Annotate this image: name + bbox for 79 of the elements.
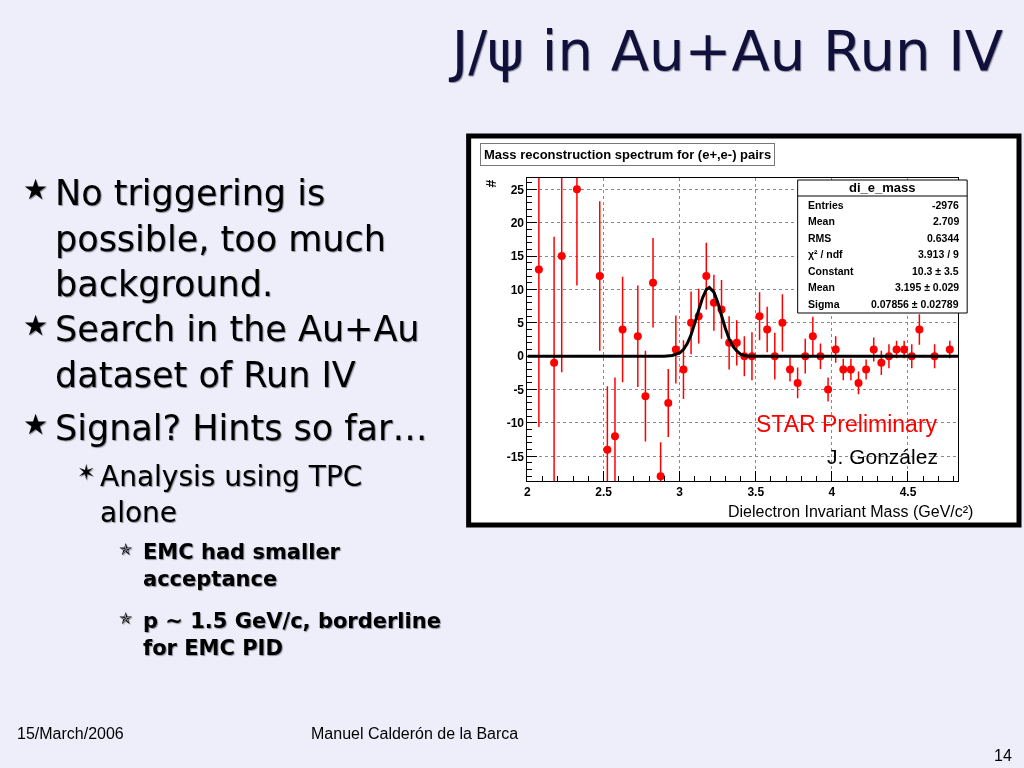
- x-tick-label: 4: [828, 485, 836, 500]
- point: [595, 272, 604, 281]
- x-tick-label: 4.5: [899, 485, 917, 500]
- point: [603, 445, 612, 454]
- point: [900, 345, 909, 354]
- point: [824, 385, 833, 394]
- point: [786, 365, 795, 374]
- point: [649, 278, 658, 287]
- y-tick-label: 0: [517, 349, 525, 364]
- chart-subtitle: Mass reconstruction spectrum for (e+,e-) pairs: [484, 147, 772, 162]
- y-tick-label: -10: [506, 416, 525, 431]
- point: [610, 432, 619, 441]
- point: [846, 365, 855, 374]
- point: [763, 325, 772, 334]
- y-tick-label: 10: [510, 282, 525, 297]
- point: [877, 358, 886, 367]
- annotation: J. González: [827, 445, 938, 468]
- point: [656, 472, 665, 481]
- x-tick-label: 2.5: [595, 485, 613, 500]
- point: [793, 378, 802, 387]
- annotation: χ² / ndf: [808, 248, 844, 260]
- point: [664, 398, 673, 407]
- annotation: 3.195 ± 0.029: [895, 281, 960, 293]
- annotation: -2976: [932, 199, 960, 211]
- point: [641, 392, 650, 401]
- annotation: Mean: [808, 281, 835, 293]
- y-tick-label: -5: [513, 382, 525, 397]
- annotation: 3.913 / 9: [918, 248, 960, 260]
- point: [808, 332, 817, 341]
- annotation: di_e_mass: [849, 180, 916, 195]
- point: [702, 272, 711, 281]
- annotation: Mean: [808, 215, 835, 227]
- text: ★ No triggering is possible, too much background.: [23, 173, 386, 304]
- annotation: STAR Preliminary: [756, 411, 938, 437]
- x-tick-label: 2: [524, 485, 532, 500]
- text: ✯ EMC had smaller acceptance: [119, 540, 341, 592]
- point: [854, 378, 863, 387]
- annotation: 0.6344: [927, 232, 960, 244]
- point: [755, 312, 764, 321]
- point: [869, 345, 878, 354]
- x-tick-label: 3: [676, 485, 684, 500]
- text: ✯ p ~ 1.5 GeV/c, borderline for EMC PID: [119, 609, 441, 661]
- y-tick-label: 25: [510, 182, 525, 197]
- point: [915, 325, 924, 334]
- text: ★ Signal? Hints so far…: [23, 408, 428, 448]
- point: [618, 325, 627, 334]
- point: [550, 358, 559, 367]
- chart-title: J/ψ in Au+Au Run IV: [448, 17, 1004, 83]
- y-tick-label: 20: [510, 215, 525, 230]
- text: ✶ Analysis using TPC alone: [77, 460, 363, 530]
- point: [732, 338, 741, 347]
- annotation: Sigma: [808, 298, 840, 310]
- point: [945, 345, 954, 354]
- annotation: 10.3 ± 3.5: [912, 265, 959, 277]
- point: [534, 265, 543, 274]
- point: [679, 365, 688, 374]
- annotation: Constant: [808, 265, 854, 277]
- text: ★ Search in the Au+Au dataset of Run IV: [23, 309, 420, 395]
- point: [839, 365, 848, 374]
- annotation: 0.07856 ± 0.02789: [871, 298, 959, 310]
- x-tick-label: 3.5: [747, 485, 765, 500]
- annotation: 2.709: [933, 215, 960, 227]
- y-axis-title: #: [482, 179, 499, 188]
- text: 15/March/2006: [17, 725, 124, 742]
- point: [778, 318, 787, 327]
- x-axis-title: Dielectron Invariant Mass (GeV/c²): [728, 503, 974, 520]
- point: [633, 332, 642, 341]
- point: [572, 185, 581, 194]
- point: [862, 365, 871, 374]
- text: 14: [994, 747, 1012, 764]
- point: [892, 345, 901, 354]
- y-tick-label: -15: [506, 449, 525, 464]
- point: [557, 252, 566, 261]
- text: Manuel Calderón de la Barca: [311, 725, 519, 742]
- annotation: RMS: [808, 232, 832, 244]
- y-tick-label: 15: [510, 249, 525, 264]
- point: [831, 345, 840, 354]
- y-tick-label: 5: [517, 316, 525, 331]
- annotation: Entries: [808, 199, 844, 211]
